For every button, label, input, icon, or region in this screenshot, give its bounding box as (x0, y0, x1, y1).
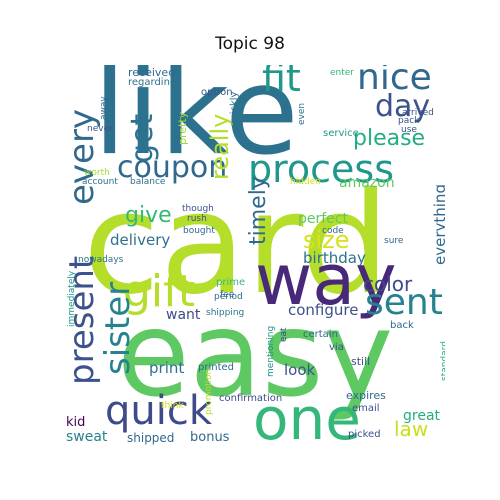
word-configure: configure (288, 301, 359, 319)
chart-title: Topic 98 (215, 34, 285, 54)
word-coupon: coupon (117, 150, 228, 185)
word-delivery: delivery (110, 231, 171, 249)
word-size: size (303, 226, 350, 254)
word-please: please (353, 126, 426, 151)
word-printed: printed (198, 362, 234, 373)
word-quickly: quickly (229, 91, 240, 127)
word-though: though (182, 204, 214, 214)
word-email: email (352, 403, 380, 414)
word-sister: sister (98, 281, 138, 375)
word-bonus: bonus (190, 430, 230, 445)
word-bought: bought (183, 226, 215, 236)
word-great: great (403, 408, 441, 424)
word-pretty: pretty (176, 111, 189, 145)
word-even: even (297, 102, 307, 125)
word-eat: eat (279, 327, 289, 342)
word-arrived: arrived (402, 108, 434, 118)
word-shipping: shipping (206, 308, 245, 318)
word-amazon: amazon (339, 175, 395, 191)
word-away: away (99, 96, 109, 120)
word-expires: expires (346, 389, 386, 402)
word-worth: worth (84, 168, 110, 178)
word-quick: quick (105, 388, 213, 434)
word-process: process (248, 147, 395, 191)
word-want: want (166, 307, 201, 323)
word-shipped: shipped (127, 431, 175, 445)
word-everything: everything (431, 184, 445, 265)
word-never: never (87, 124, 113, 134)
word-rush: rush (187, 214, 207, 224)
word-timely: timely (246, 176, 271, 245)
word-nowadays: nowadays (78, 255, 124, 265)
word-hidden: hidden (290, 177, 321, 187)
word-enter: enter (330, 68, 355, 78)
word-certain: certain (303, 329, 338, 340)
word-get: get (125, 113, 160, 163)
word-service: service (323, 128, 359, 139)
word-fit: fit (262, 65, 301, 100)
word-kid: kid (66, 415, 86, 430)
word-promotion: promotion (204, 368, 214, 415)
word-give: give (125, 203, 172, 228)
word-card: card (83, 163, 390, 326)
word-easy: easy (117, 285, 394, 423)
word-day: day (375, 89, 431, 124)
word-standard: standard (440, 341, 445, 381)
word-use: use (401, 125, 417, 135)
word-print: print (149, 359, 185, 377)
word-look: look (284, 361, 316, 379)
word-law: law (394, 417, 429, 441)
word-option: option (201, 87, 233, 98)
word-cloud: card easy like way one process coupon quick gift… (65, 65, 445, 445)
word-still: still (351, 355, 371, 368)
word-pack: pack (398, 116, 420, 126)
word-sent: sent (365, 282, 443, 323)
word-received: received (128, 66, 176, 79)
word-immediately: immediately (67, 270, 77, 327)
word-regarding: regarding (128, 77, 177, 88)
word-think: think (161, 401, 184, 411)
word-one: one (253, 385, 361, 445)
word-nice: nice (357, 65, 432, 98)
word-fee: fee (220, 290, 235, 300)
word-sure: sure (384, 236, 404, 246)
word-mentioning: mentioning (266, 325, 276, 377)
word-confirmation: confirmation (219, 393, 283, 404)
word-account: account (82, 177, 118, 187)
word-picked: picked (348, 429, 381, 440)
word-gift: gift (123, 266, 196, 317)
word-like: like (93, 65, 299, 182)
word-way: way (255, 239, 397, 321)
word-sweat: sweat (66, 429, 108, 445)
word-prime: prime (216, 277, 246, 288)
word-balance: balance (130, 177, 166, 187)
word-birthday: birthday (303, 249, 366, 267)
word-color: color (363, 272, 413, 296)
word-code: code (322, 226, 344, 236)
word-period: period (214, 292, 243, 302)
word-back: back (390, 320, 414, 331)
word-perfect: perfect (298, 211, 348, 227)
word-via: via (329, 342, 344, 353)
